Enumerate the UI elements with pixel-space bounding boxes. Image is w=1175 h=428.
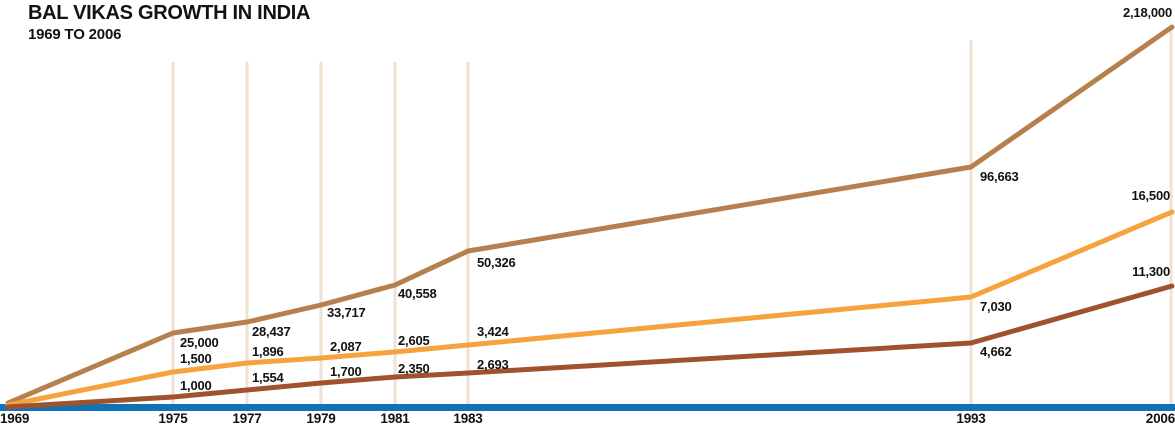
- series-line-bottom-line: [5, 283, 1175, 410]
- x-axis-label: 1993: [956, 411, 986, 426]
- value-label-bottom-line: 11,300: [1132, 264, 1170, 279]
- value-label-bottom-line: 1,554: [252, 370, 284, 385]
- value-label-middle-line: 3,424: [477, 324, 509, 339]
- value-label-top-line: 2,18,000: [1122, 5, 1172, 20]
- value-label-top-line: 50,326: [477, 255, 516, 270]
- title-block: BAL VIKAS GROWTH IN INDIA 1969 TO 2006: [28, 2, 310, 43]
- chart-subtitle: 1969 TO 2006: [28, 26, 122, 43]
- series-line-middle-line: [5, 209, 1175, 408]
- x-axis-label: 1983: [453, 411, 483, 426]
- value-label-middle-line: 1,896: [252, 344, 284, 359]
- x-axis-line: [0, 404, 1175, 411]
- value-label-bottom-line: 1,700: [330, 364, 362, 379]
- value-label-bottom-line: 2,350: [398, 361, 430, 376]
- value-label-middle-line: 7,030: [980, 299, 1012, 314]
- value-label-top-line: 25,000: [180, 335, 219, 350]
- value-label-top-line: 33,717: [327, 305, 366, 320]
- value-label-bottom-line: 1,000: [180, 378, 212, 393]
- value-label-middle-line: 2,087: [330, 339, 362, 354]
- x-axis-label: 1981: [380, 411, 410, 426]
- value-label-top-line: 40,558: [398, 286, 437, 301]
- x-axis-label: 1979: [306, 411, 336, 426]
- chart-title: BAL VIKAS GROWTH IN INDIA: [28, 2, 311, 24]
- value-label-middle-line: 2,605: [398, 333, 430, 348]
- value-label-middle-line: 1,500: [180, 351, 212, 366]
- value-label-bottom-line: 2,693: [477, 357, 509, 372]
- value-label-top-line: 96,663: [980, 169, 1019, 184]
- value-label-bottom-line: 4,662: [980, 344, 1012, 359]
- value-label-top-line: 28,437: [252, 324, 291, 339]
- x-axis-label: 1969: [0, 411, 30, 426]
- value-label-middle-line: 16,500: [1131, 188, 1170, 203]
- x-axis-label: 1975: [158, 411, 188, 426]
- x-axis-label: 1977: [232, 411, 262, 426]
- x-axis-label: 2006: [1145, 411, 1175, 426]
- series-line-top-line: [5, 24, 1175, 406]
